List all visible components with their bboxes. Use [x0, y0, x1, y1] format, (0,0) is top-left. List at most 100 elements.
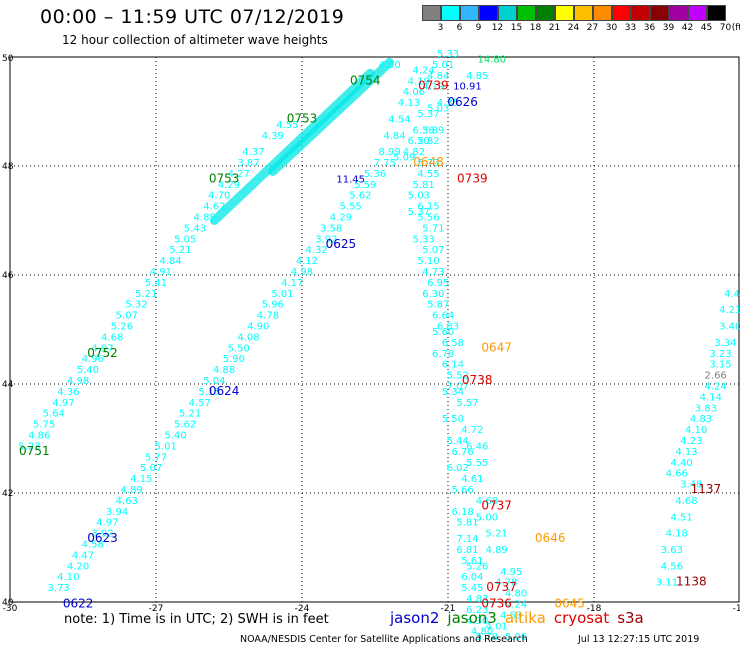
pass-time-label: 0645 — [554, 596, 585, 610]
pass-time-label: 0739 — [418, 79, 449, 93]
wave-height-value: 4.91 — [150, 267, 172, 278]
pass-time-label: 0739 — [457, 171, 488, 185]
wave-height-value: 5.43 — [184, 223, 206, 234]
wave-height-value: 5.78 — [476, 632, 498, 643]
wave-height-value: 4.08 — [237, 332, 259, 343]
footer-note: note: 1) Time is in UTC; 2) SWH is in fe… — [64, 612, 329, 627]
wave-height-value: 5.50 — [442, 414, 464, 425]
wave-height-value: 4.30 — [378, 60, 400, 71]
wave-height-value: 5.81 — [456, 518, 478, 529]
wave-height-value: 14.80 — [477, 54, 506, 65]
wave-height-value: 4.54 — [388, 114, 410, 125]
wave-height-value: 5.55 — [340, 202, 362, 213]
color-swatch — [479, 5, 498, 21]
wave-height-value: 4.63 — [116, 496, 138, 507]
color-swatch — [422, 5, 441, 21]
color-swatch — [517, 5, 536, 21]
x-tick-label: -30 — [3, 604, 18, 614]
wave-height-value: 4.29 — [218, 180, 240, 191]
wave-height-value: 5.05 — [174, 234, 196, 245]
wave-height-value: 4.39 — [262, 131, 284, 142]
y-tick-label: 40 — [2, 598, 14, 608]
wave-height-value: 6.83 — [437, 322, 459, 333]
wave-height-value: 4.83 — [690, 414, 712, 425]
wave-height-value: 6.95 — [427, 278, 449, 289]
pass-time-label: 0753 — [287, 111, 318, 125]
wave-height-value: 7.75 — [374, 158, 396, 169]
wave-height-value: 4.90 — [247, 322, 269, 333]
wave-height-value: 4.86 — [28, 431, 50, 442]
wave-height-value: 4.24 — [413, 65, 435, 76]
wave-height-value: 4.15 — [130, 474, 152, 485]
wave-height-value: 4.68 — [101, 332, 123, 343]
wave-height-value: 5.26 — [466, 561, 488, 572]
wave-height-value: 5.07 — [116, 311, 138, 322]
color-swatch — [669, 5, 688, 21]
color-swatch — [498, 5, 517, 21]
wave-height-value: 4.97 — [52, 398, 74, 409]
color-swatch — [593, 5, 612, 21]
pass-time-label: 0646 — [535, 531, 566, 545]
wave-height-value: 4.13 — [398, 98, 420, 109]
wave-height-value: 4.46 — [724, 289, 740, 300]
dense-value-track — [268, 57, 395, 176]
wave-height-value: 3.92 — [315, 234, 337, 245]
pass-time-label: 0737 — [486, 580, 517, 594]
wave-height-value: 5.03 — [408, 191, 430, 202]
wave-height-value: 3.63 — [661, 545, 683, 556]
pass-time-label: 0754 — [350, 73, 381, 87]
wave-height-value: 5.40 — [77, 365, 99, 376]
pass-time-label: 0753 — [209, 171, 240, 185]
wave-height-value: 5.64 — [43, 409, 65, 420]
wave-height-value: 5.62 — [174, 420, 196, 431]
wave-height-value: 5.66 — [451, 485, 473, 496]
wave-height-value: 5.00 — [476, 512, 498, 523]
wave-height-value: 4.18 — [666, 529, 688, 540]
color-scale-label: 18 — [529, 23, 542, 33]
wave-height-value: 6.20 — [408, 136, 430, 147]
wave-height-value: 5.07 — [140, 463, 162, 474]
y-tick-label: 46 — [2, 271, 14, 281]
wave-height-value: 4.20 — [67, 561, 89, 572]
pass-time-label: 0737 — [481, 498, 512, 512]
legend-s3a: s3a — [617, 609, 644, 627]
color-swatch — [460, 5, 479, 21]
wave-height-value: 5.82 — [417, 136, 439, 147]
x-tick-label: -21 — [441, 604, 456, 614]
color-scale-label: 24 — [567, 23, 580, 33]
wave-height-value: 3.34 — [714, 338, 736, 349]
color-swatch — [555, 5, 574, 21]
pass-time-label: 1138 — [676, 575, 707, 589]
wave-height-value: 4.13 — [675, 447, 697, 458]
wave-height-value: 4.24 — [705, 381, 727, 392]
wave-height-value: 4.57 — [189, 398, 211, 409]
wave-height-value: 5.21 — [486, 529, 508, 540]
wave-height-value: 5.40 — [164, 431, 186, 442]
wave-height-value: 4.19 — [408, 76, 430, 87]
wave-height-value: 3.40 — [719, 322, 740, 333]
wave-height-value: 4.78 — [495, 578, 517, 589]
x-tick-label: -15 — [733, 604, 740, 614]
wave-height-value: 4.40 — [670, 458, 692, 469]
wave-height-value: 4.51 — [670, 512, 692, 523]
wave-height-value: 5.26 — [111, 322, 133, 333]
wave-height-value: 3.11 — [656, 578, 678, 589]
wave-height-value: 4.10 — [57, 572, 79, 583]
wave-height-value: 7.07 — [447, 381, 469, 392]
color-swatch — [536, 5, 555, 21]
color-swatch — [612, 5, 631, 21]
wave-height-value: 4.70 — [208, 191, 230, 202]
wave-height-value: 6.15 — [417, 202, 439, 213]
wave-height-value: 4.84 — [383, 131, 405, 142]
wave-height-value: 6.23 — [466, 605, 488, 616]
wave-height-value: 3.83 — [695, 403, 717, 414]
wave-height-value: 4.66 — [666, 469, 688, 480]
color-swatch — [574, 5, 593, 21]
wave-height-value: 4.32 — [305, 245, 327, 256]
color-scale-label: 21 — [548, 23, 561, 33]
wave-height-value: 5.60 — [432, 327, 454, 338]
wave-height-value: 4.06 — [403, 87, 425, 98]
wave-height-value: 5.06 — [505, 632, 527, 643]
wave-height-value: 6.04 — [461, 572, 483, 583]
wave-height-value: 5.33 — [437, 49, 459, 60]
